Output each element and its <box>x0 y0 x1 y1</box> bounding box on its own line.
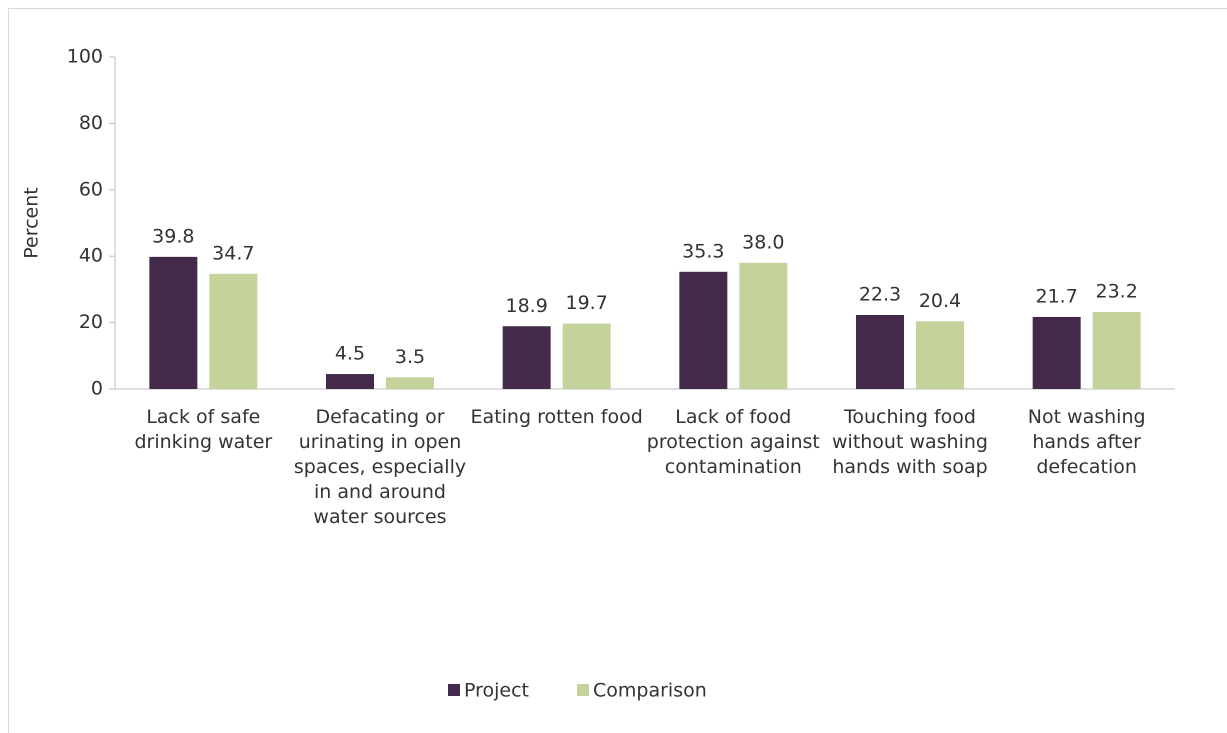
y-tick-label: 100 <box>67 46 103 68</box>
y-tick-label: 80 <box>79 112 103 134</box>
legend-swatch <box>577 684 590 696</box>
x-tick-label: Defacating or urinating in open spaces, … <box>293 406 467 528</box>
data-label: 21.7 <box>1036 285 1078 307</box>
chart-frame <box>8 8 1227 733</box>
data-label: 3.5 <box>395 346 425 368</box>
bar <box>1032 316 1081 389</box>
bar <box>1092 311 1141 389</box>
data-label: 34.7 <box>212 242 254 264</box>
data-label: 18.9 <box>506 295 548 317</box>
x-tick-label: Lack of food protection against contamin… <box>646 406 820 478</box>
y-tick-label: 40 <box>79 245 103 267</box>
legend-swatch <box>448 684 460 696</box>
y-tick-label: 20 <box>79 311 103 333</box>
bar <box>326 374 374 389</box>
x-tick-label: Not washing hands after defecation <box>1027 406 1146 478</box>
legend-label: Project <box>464 680 529 702</box>
data-label: 19.7 <box>566 292 608 314</box>
data-label: 23.2 <box>1096 280 1138 302</box>
data-label: 35.3 <box>682 240 724 262</box>
x-tick-label: Touching food without washing hands with… <box>832 406 988 478</box>
legend-label: Comparison <box>593 680 707 702</box>
bar <box>502 326 551 389</box>
y-axis-title: Percent <box>21 187 43 259</box>
data-label: 20.4 <box>919 290 961 312</box>
data-label: 39.8 <box>152 225 194 247</box>
y-tick-label: 0 <box>91 378 103 400</box>
bar <box>562 323 611 389</box>
data-label: 38.0 <box>742 231 784 253</box>
bar <box>149 256 198 389</box>
bar <box>386 377 434 389</box>
bar <box>739 262 788 389</box>
bar <box>856 314 904 389</box>
bar <box>916 321 964 389</box>
x-tick-label: Lack of safe drinking water <box>134 406 273 453</box>
bar <box>679 271 728 389</box>
bar <box>209 273 258 389</box>
x-tick-label: Eating rotten food <box>470 406 643 428</box>
data-label: 22.3 <box>859 283 901 305</box>
data-label: 4.5 <box>335 343 365 365</box>
y-tick-label: 60 <box>79 178 103 200</box>
